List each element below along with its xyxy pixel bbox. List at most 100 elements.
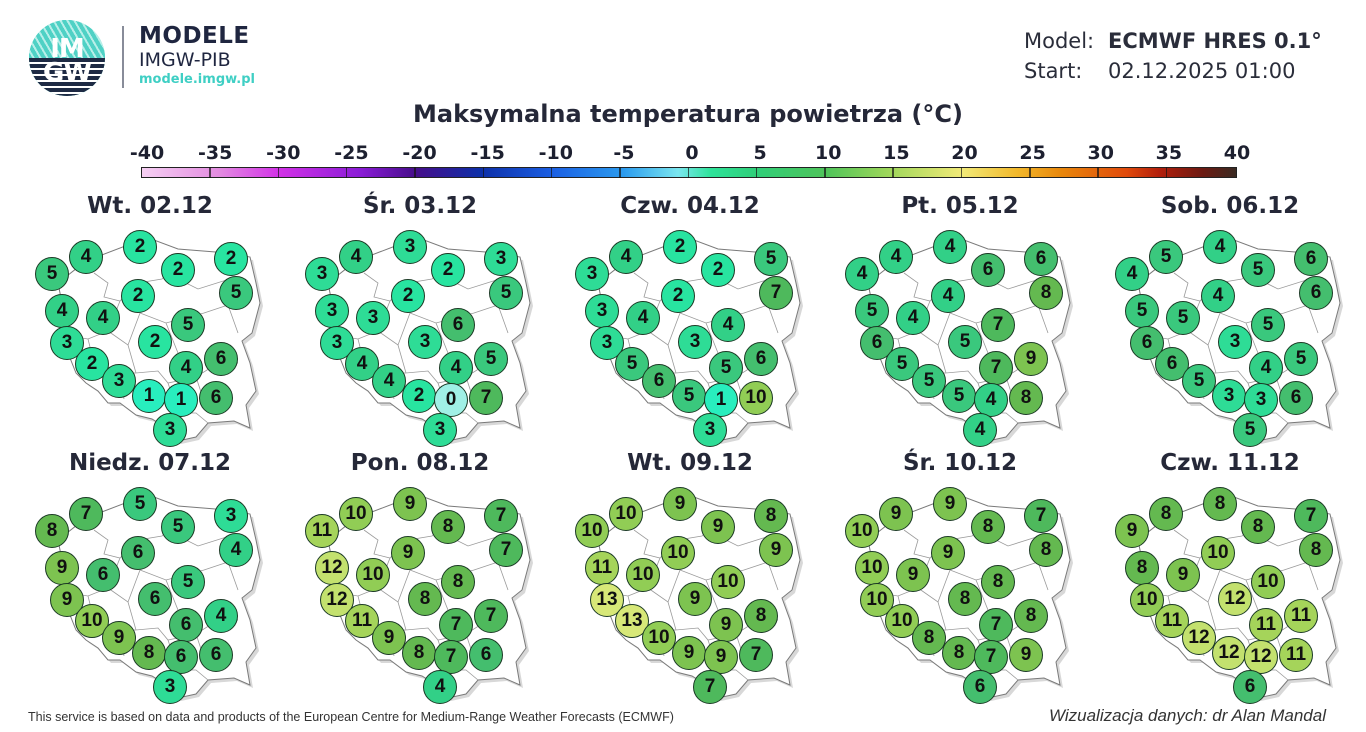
colorbar-tick-label: 35 [1155, 142, 1183, 164]
forecast-panel: Śr. 10.12 10 9 9 8 7 10 9 9 8 10 8 8 10 7 8 8 8 7 9 6 [830, 450, 1100, 707]
day-label: Wt. 02.12 [87, 193, 213, 219]
temperature-marker: 4 [1203, 230, 1237, 264]
temperature-marker: 3 [315, 294, 349, 328]
temperature-marker: 2 [214, 242, 248, 276]
temperature-marker: 2 [138, 325, 172, 359]
temperature-marker: 5 [1233, 413, 1267, 447]
colorbar-tick-mark [687, 167, 689, 178]
temperature-marker: 2 [161, 253, 195, 287]
temperature-marker: 4 [339, 240, 373, 274]
temperature-marker: 5 [1166, 301, 1200, 335]
colorbar-tick-label: 20 [951, 142, 978, 164]
logo-divider [122, 26, 124, 88]
temperature-marker: 4 [933, 230, 967, 264]
temperature-marker: 8 [441, 565, 475, 599]
temperature-marker: 6 [1279, 381, 1313, 415]
temperature-marker: 3 [153, 413, 187, 447]
temperature-marker: 3 [585, 294, 619, 328]
temperature-marker: 2 [431, 253, 465, 287]
temperature-marker: 8 [948, 582, 982, 616]
temperature-marker: 6 [971, 253, 1005, 287]
colorbar-tick-mark [960, 167, 963, 178]
temperature-marker: 3 [1244, 383, 1278, 417]
colorbar-tick-mark [755, 167, 758, 178]
temperature-marker: 5 [474, 342, 508, 376]
temperature-marker: 10 [575, 514, 609, 548]
temperature-marker: 5 [171, 565, 205, 599]
temperature-marker: 3 [484, 242, 518, 276]
temperature-marker: 4 [845, 257, 879, 291]
temperature-marker: 4 [169, 351, 203, 385]
day-label: Wt. 09.12 [627, 450, 753, 476]
temperature-marker: 2 [391, 279, 425, 313]
temperature-marker: 8 [1029, 533, 1063, 567]
temperature-marker: 10 [661, 536, 695, 570]
temperature-marker: 5 [1125, 294, 1159, 328]
colorbar-tick-mark [482, 167, 485, 178]
temperature-marker: 4 [1201, 279, 1235, 313]
colorbar-tick-label: -40 [129, 142, 165, 164]
brand-url[interactable]: modele.imgw.pl [139, 72, 255, 87]
colorbar-tick-label: 25 [1019, 142, 1046, 164]
visualization-credit: Wizualizacja danych: dr Alan Mandal [1048, 706, 1326, 725]
temperature-marker: 6 [441, 308, 475, 342]
temperature-marker: 8 [971, 510, 1005, 544]
day-label: Pon. 08.12 [350, 450, 490, 476]
temperature-marker: 9 [672, 636, 706, 670]
temperature-marker: 2 [701, 253, 735, 287]
temperature-marker: 2 [121, 279, 155, 313]
colorbar-tick-label: 15 [883, 142, 910, 164]
temperature-marker: 4 [963, 413, 997, 447]
temperature-marker: 8 [132, 636, 166, 670]
temperature-marker: 8 [1241, 510, 1275, 544]
temperature-marker: 6 [1299, 276, 1333, 310]
colorbar-tick-label: -15 [470, 142, 505, 164]
model-info: Model: ECMWF HRES 0.1° Start: 02.12.2025… [1024, 26, 1322, 86]
forecast-panel: Wt. 02.12 5 4 2 2 2 4 4 2 5 3 2 5 2 4 6 3 1 1 6 3 [20, 193, 290, 450]
model-label: Model: [1024, 29, 1095, 53]
temperature-marker: 8 [1014, 599, 1048, 633]
temperature-marker: 7 [974, 640, 1008, 674]
colorbar-tick-mark [414, 167, 416, 178]
day-label: Pt. 05.12 [901, 193, 1019, 219]
temperature-marker: 8 [1299, 533, 1333, 567]
logo-text-bottom: GW [42, 58, 92, 88]
temperature-marker: 3 [102, 364, 136, 398]
day-label: Czw. 04.12 [620, 193, 760, 219]
temperature-marker: 10 [642, 621, 676, 655]
temperature-marker: 6 [199, 381, 233, 415]
temperature-marker: 6 [642, 364, 676, 398]
temperature-marker: 10 [711, 565, 745, 599]
temperature-marker: 8 [981, 565, 1015, 599]
temperature-marker: 7 [759, 276, 793, 310]
model-value: ECMWF HRES 0.1° [1108, 29, 1322, 53]
temperature-marker: 8 [942, 636, 976, 670]
temperature-marker: 6 [164, 640, 198, 674]
temperature-marker: 12 [1182, 621, 1216, 655]
temperature-marker: 8 [754, 499, 788, 533]
temperature-marker: 2 [402, 379, 436, 413]
temperature-marker: 6 [121, 536, 155, 570]
temperature-marker: 7 [489, 533, 523, 567]
start-row: Start: 02.12.2025 01:00 [1024, 56, 1322, 86]
temperature-marker: 9 [1115, 514, 1149, 548]
temperature-marker: 10 [845, 514, 879, 548]
temperature-marker: 6 [169, 608, 203, 642]
temperature-marker: 8 [1149, 497, 1183, 531]
temperature-marker: 3 [1212, 379, 1246, 413]
temperature-marker: 5 [35, 257, 69, 291]
temperature-marker: 7 [739, 638, 773, 672]
temperature-marker: 5 [171, 308, 205, 342]
temperature-marker: 9 [1014, 342, 1048, 376]
ecmwf-attribution: This service is based on data and produc… [28, 710, 674, 724]
temperature-marker: 3 [423, 413, 457, 447]
temperature-marker: 6 [1024, 242, 1058, 276]
day-label: Czw. 11.12 [1160, 450, 1300, 476]
temperature-marker: 9 [45, 551, 79, 585]
temperature-marker: 11 [1279, 638, 1313, 672]
temperature-marker: 6 [204, 342, 238, 376]
temperature-marker: 4 [609, 240, 643, 274]
temperature-marker: 11 [345, 604, 379, 638]
colorbar-tick-label: -5 [613, 142, 635, 164]
temperature-marker: 5 [709, 351, 743, 385]
